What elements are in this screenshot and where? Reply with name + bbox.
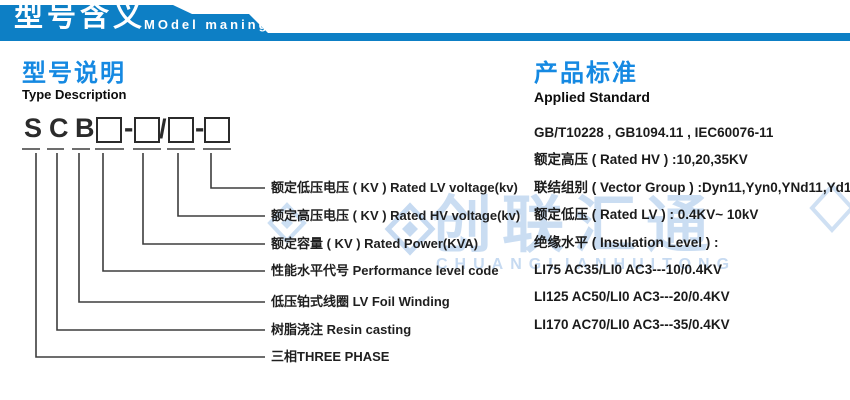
code-dash: -: [124, 112, 134, 143]
code-label-performance-level: 性能水平代号 Performance level code: [271, 263, 499, 278]
code-label-rated-power: 额定容量 ( KV ) Rated Power(KVA): [271, 236, 479, 251]
code-letter-s: S: [24, 113, 43, 143]
code-dash: -: [195, 112, 205, 143]
standard-line: 绝缘水平 ( Insulation Level ) :: [534, 234, 719, 250]
code-box-performance: [96, 117, 122, 143]
section-title-applied-standard-cn: 产品标准: [534, 60, 638, 87]
code-box-power: [134, 117, 160, 143]
section-title-applied-standard-en: Applied Standard: [534, 89, 650, 105]
code-box-lv: [204, 117, 230, 143]
standard-line: 额定高压 ( Rated HV ) :10,20,35KV: [534, 152, 748, 168]
page-title-cn: 型号含义: [14, 1, 147, 33]
standard-line: 额定低压 ( Rated LV ) : 0.4KV~ 10kV: [534, 207, 759, 223]
code-label-rated-lv-voltage: 额定低压电压 ( KV ) Rated LV voltage(kv): [271, 180, 518, 195]
code-label-resin-casting: 树脂浇注 Resin casting: [271, 322, 412, 337]
section-title-type-description-cn: 型号说明: [22, 60, 126, 87]
standard-line: GB/T10228 , GB1094.11 , IEC60076-11: [534, 125, 774, 140]
code-label-three-phase: 三相THREE PHASE: [271, 349, 390, 364]
code-label-rated-hv-voltage: 额定高压电压 ( KV ) Rated HV voltage(kv): [271, 208, 521, 223]
applied-standards-list: GB/T10228 , GB1094.11 , IEC60076-11 额定高压…: [534, 119, 850, 338]
section-title-type-description-en: Type Description: [22, 87, 127, 102]
standard-line: 联结组别 ( Vector Group ) :Dyn11,Yyn0,YNd11,…: [534, 179, 850, 195]
page-title-en: MOdel maning: [144, 17, 270, 32]
code-letter-c: C: [49, 113, 69, 143]
code-box-hv: [168, 117, 194, 143]
code-label-lv-foil-winding: 低压铂式线圈 LV Foil Winding: [271, 294, 450, 309]
code-slash: /: [159, 114, 167, 144]
standard-line: LI75 AC35/LI0 AC3---10/0.4KV: [534, 261, 723, 277]
standard-line: LI125 AC50/LI0 AC3---20/0.4KV: [534, 289, 730, 305]
standard-line: LI170 AC70/LI0 AC3---35/0.4KV: [534, 316, 730, 332]
code-letter-b: B: [75, 113, 95, 143]
